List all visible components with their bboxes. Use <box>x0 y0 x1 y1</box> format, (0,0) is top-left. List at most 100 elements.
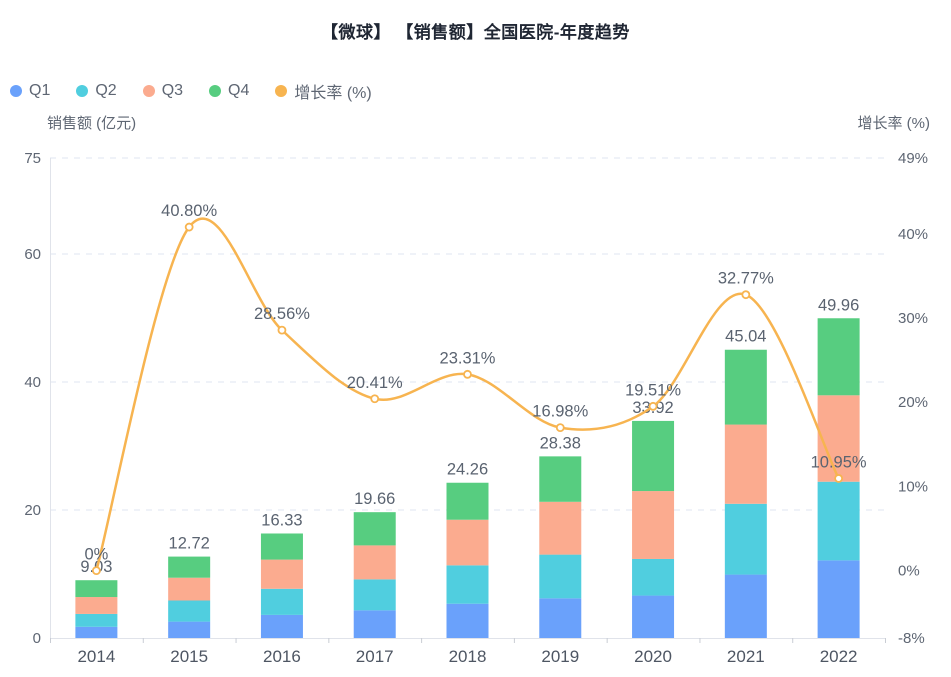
legend-label: 增长率 (%) <box>294 85 372 102</box>
bar-segment-q4-2019[interactable] <box>539 456 582 502</box>
growth-line-point-2020[interactable] <box>648 401 658 411</box>
bar-segment-q4-2018[interactable] <box>446 482 489 520</box>
growth-rate-label: 40.80% <box>161 202 217 220</box>
growth-line-point-2017[interactable] <box>370 394 380 404</box>
bar-segment-q2-2018[interactable] <box>446 565 489 604</box>
growth-rate-label: 32.77% <box>718 270 774 288</box>
bar-total-label: 19.66 <box>354 490 395 508</box>
legend-label: Q2 <box>95 82 117 99</box>
bar-segment-q4-2015[interactable] <box>168 556 211 578</box>
right-axis-tick-label: 40% <box>898 226 928 243</box>
growth-line-point-2014[interactable] <box>91 566 101 576</box>
right-axis-tick-label: 0% <box>898 563 920 580</box>
bar-total-label: 12.72 <box>169 535 210 553</box>
bar-segment-q1-2018[interactable] <box>446 603 489 638</box>
bar-segment-q1-2022[interactable] <box>817 560 860 638</box>
bar-segment-q2-2014[interactable] <box>75 613 118 627</box>
right-axis-tick-label: 20% <box>898 394 928 411</box>
bar-segment-q3-2021[interactable] <box>724 424 767 504</box>
bar-segment-q2-2019[interactable] <box>539 554 582 599</box>
bar-segment-q4-2022[interactable] <box>817 318 860 396</box>
legend-label: Q1 <box>29 82 51 99</box>
bar-segment-q3-2014[interactable] <box>75 597 118 614</box>
left-axis-name: 销售额 (亿元) <box>47 115 137 132</box>
growth-line-point-2018[interactable] <box>463 369 472 379</box>
legend-item-q3[interactable]: Q3 <box>142 82 184 100</box>
chart-title: 【微球】 【销售额】全国医院-年度趋势 <box>321 23 630 42</box>
left-axis-tick-label: 40 <box>24 374 41 391</box>
bar-segment-q2-2016[interactable] <box>260 588 303 615</box>
bar-segment-q2-2017[interactable] <box>353 579 396 611</box>
left-axis-tick-label: 20 <box>24 502 41 519</box>
growth-rate-label: 23.31% <box>440 349 496 367</box>
legend-item-q1[interactable]: Q1 <box>10 82 50 100</box>
right-axis-tick-label: 10% <box>898 478 928 495</box>
bar-segment-q3-2018[interactable] <box>446 519 489 566</box>
bar-total-label: 49.96 <box>818 296 859 314</box>
bar-segment-q3-2015[interactable] <box>168 577 211 601</box>
bar-total-label: 16.33 <box>261 511 302 529</box>
bar-segment-q4-2017[interactable] <box>353 512 396 546</box>
bar-segment-q2-2022[interactable] <box>817 481 860 561</box>
bar-segment-q1-2019[interactable] <box>539 598 582 638</box>
growth-rate-label: 16.98% <box>532 403 588 421</box>
x-axis-category-label: 2015 <box>170 647 208 666</box>
growth-line-point-2022[interactable] <box>834 474 844 483</box>
bar-total-label: 28.38 <box>540 434 581 452</box>
x-axis-category-label: 2018 <box>449 647 487 666</box>
bar-segment-q1-2016[interactable] <box>260 614 303 638</box>
right-axis-tick-label: -8% <box>898 630 925 647</box>
bar-segment-q1-2015[interactable] <box>168 621 211 638</box>
x-axis-category-label: 2016 <box>263 647 301 666</box>
x-axis-category-label: 2022 <box>820 647 858 666</box>
x-axis-category-label: 2021 <box>727 647 765 666</box>
legend-swatch-icon <box>76 85 89 97</box>
growth-line-point-2016[interactable] <box>277 325 287 335</box>
bar-segment-q4-2016[interactable] <box>260 533 303 560</box>
bar-segment-q3-2020[interactable] <box>632 491 675 559</box>
legend-label: Q4 <box>228 82 250 99</box>
legend-swatch-icon <box>10 85 22 97</box>
bar-segment-q1-2014[interactable] <box>75 626 118 638</box>
x-axis-category-label: 2014 <box>77 647 115 666</box>
growth-rate-label: 20.41% <box>347 374 403 392</box>
bar-segment-q2-2020[interactable] <box>632 558 675 596</box>
growth-line-point-2021[interactable] <box>741 290 751 300</box>
right-axis-name: 增长率 (%) <box>857 115 931 132</box>
bar-segment-q3-2019[interactable] <box>539 501 582 555</box>
left-axis-tick-label: 0 <box>33 630 41 647</box>
bar-segment-q3-2017[interactable] <box>353 545 396 580</box>
right-axis-tick-label: 49% <box>898 150 928 167</box>
growth-rate-label: 10.95% <box>811 453 867 471</box>
legend-item-[interactable]: 增长率 (%) <box>275 79 372 103</box>
left-axis-tick-label: 75 <box>24 150 41 167</box>
growth-rate-label: 19.51% <box>625 381 681 399</box>
bar-segment-q1-2020[interactable] <box>632 595 675 638</box>
bar-segment-q4-2021[interactable] <box>724 349 767 425</box>
bar-segment-q2-2021[interactable] <box>724 503 767 575</box>
growth-line-point-2019[interactable] <box>555 423 565 433</box>
legend-swatch-icon <box>142 85 155 97</box>
bar-segment-q1-2017[interactable] <box>353 610 396 638</box>
bar-total-label: 24.26 <box>447 461 488 479</box>
bar-total-label: 45.04 <box>725 328 766 346</box>
legend-swatch-icon <box>275 85 288 97</box>
bar-segment-q4-2020[interactable] <box>632 420 675 492</box>
legend-item-q2[interactable]: Q2 <box>76 82 117 100</box>
legend-label: Q3 <box>161 82 184 99</box>
legend-swatch-icon <box>209 85 222 97</box>
growth-rate-label: 0% <box>84 546 108 564</box>
growth-line-point-2015[interactable] <box>184 222 194 232</box>
growth-rate-label: 28.56% <box>254 305 310 323</box>
bar-segment-q3-2022[interactable] <box>817 395 860 482</box>
x-axis-category-label: 2020 <box>634 647 672 666</box>
bar-segment-q1-2021[interactable] <box>724 574 767 638</box>
bar-segment-q4-2014[interactable] <box>75 580 118 598</box>
right-axis-tick-label: 30% <box>898 310 928 327</box>
x-axis-category-label: 2017 <box>356 647 394 666</box>
bar-segment-q3-2016[interactable] <box>260 559 303 589</box>
bar-segment-q2-2015[interactable] <box>168 600 211 622</box>
x-axis-category-label: 2019 <box>541 647 579 666</box>
legend-item-q4[interactable]: Q4 <box>209 82 249 100</box>
